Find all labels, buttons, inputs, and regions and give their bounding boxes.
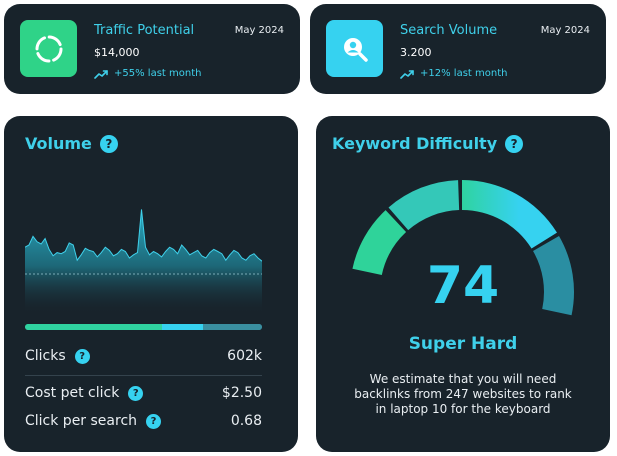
help-icon[interactable]: ? — [505, 134, 524, 153]
gauge-segment-1 — [352, 210, 407, 275]
metric-label: Cost pet click — [25, 385, 120, 401]
volume-title: Volume ? — [25, 134, 118, 153]
volume-area — [25, 209, 262, 312]
difficulty-description: We estimate that you will need backlinks… — [354, 372, 572, 416]
volume-area-chart — [24, 209, 263, 312]
card-date: May 2024 — [234, 25, 284, 36]
card-trend: +55% last month — [94, 68, 201, 79]
trend-up-icon — [400, 69, 414, 79]
help-icon[interactable]: ? — [146, 413, 162, 429]
card-title: Traffic Potential — [94, 23, 195, 38]
trend-text: +55% last month — [114, 68, 202, 79]
card-trend: +12% last month — [400, 68, 507, 79]
card-value: $14,000 — [94, 46, 140, 59]
progress-segment-cyan — [162, 324, 203, 330]
keyword-difficulty-title-text: Keyword Difficulty — [332, 134, 498, 153]
trend-text: +12% last month — [420, 68, 508, 79]
metric-label: Clicks — [25, 348, 66, 364]
gauge-segment-4 — [533, 236, 574, 316]
help-icon[interactable]: ? — [74, 348, 90, 364]
trend-up-icon — [94, 69, 108, 79]
metric-click-per-search: Click per search ? 0.68 — [25, 413, 262, 429]
volume-card: Volume ? Clicks ? 602k — [4, 116, 298, 452]
metric-value: $2.50 — [221, 385, 262, 401]
metric-clicks: Clicks ? 602k — [25, 348, 262, 364]
keyword-difficulty-title: Keyword Difficulty ? — [332, 134, 524, 153]
traffic-potential-card: Traffic Potential May 2024 $14,000 +55% … — [4, 4, 300, 94]
progress-segment-green — [25, 324, 163, 330]
keyword-difficulty-card: Keyword Difficulty ? 74 Super Hard We es… — [316, 116, 610, 452]
card-title: Search Volume — [400, 23, 498, 38]
volume-progress-bar — [25, 324, 262, 330]
volume-chart — [24, 204, 263, 312]
help-icon[interactable]: ? — [99, 134, 118, 153]
metric-value: 602k — [227, 348, 262, 364]
search-volume-card: Search Volume May 2024 3.200 +12% last m… — [310, 4, 606, 94]
search-icon — [326, 20, 383, 77]
card-date: May 2024 — [540, 25, 590, 36]
difficulty-label: Super Hard — [408, 334, 518, 354]
progress-segment-teal — [202, 324, 262, 330]
gauge-segment-2 — [388, 180, 460, 231]
metric-label: Click per search — [25, 413, 138, 429]
ring-progress-icon — [20, 20, 77, 77]
gauge-segment-3 — [462, 180, 557, 249]
metric-value: 0.68 — [230, 413, 262, 429]
volume-title-text: Volume — [25, 134, 92, 153]
difficulty-gauge — [352, 180, 574, 316]
card-value: 3.200 — [400, 46, 432, 59]
volume-line — [24, 209, 263, 262]
help-icon[interactable]: ? — [128, 385, 144, 401]
difficulty-score: 74 — [426, 256, 500, 316]
divider — [25, 375, 262, 376]
metric-cost-per-click: Cost pet click ? $2.50 — [25, 385, 262, 401]
